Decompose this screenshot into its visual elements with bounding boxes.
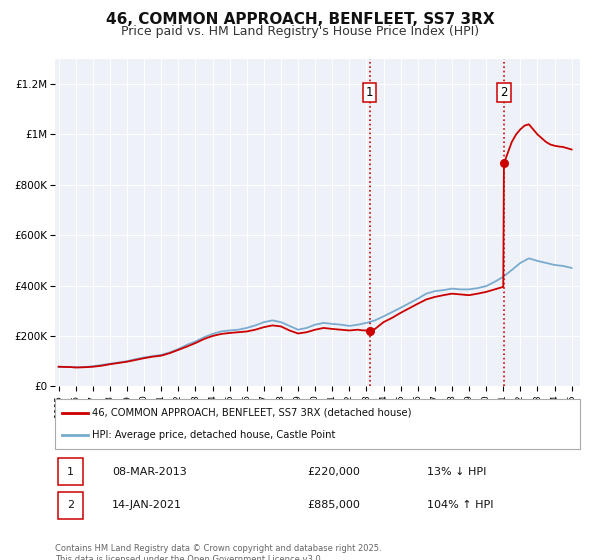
Text: 13% ↓ HPI: 13% ↓ HPI <box>427 466 487 477</box>
Text: 08-MAR-2013: 08-MAR-2013 <box>112 466 187 477</box>
Text: £885,000: £885,000 <box>307 500 360 510</box>
Text: £220,000: £220,000 <box>307 466 360 477</box>
Text: 104% ↑ HPI: 104% ↑ HPI <box>427 500 494 510</box>
Text: 46, COMMON APPROACH, BENFLEET, SS7 3RX: 46, COMMON APPROACH, BENFLEET, SS7 3RX <box>106 12 494 27</box>
Text: Price paid vs. HM Land Registry's House Price Index (HPI): Price paid vs. HM Land Registry's House … <box>121 25 479 38</box>
Text: 2: 2 <box>500 86 508 99</box>
Text: 1: 1 <box>366 86 373 99</box>
Text: 1: 1 <box>67 466 74 477</box>
Text: 46, COMMON APPROACH, BENFLEET, SS7 3RX (detached house): 46, COMMON APPROACH, BENFLEET, SS7 3RX (… <box>92 408 412 418</box>
Text: 14-JAN-2021: 14-JAN-2021 <box>112 500 182 510</box>
Text: HPI: Average price, detached house, Castle Point: HPI: Average price, detached house, Cast… <box>92 430 336 440</box>
Text: 2: 2 <box>67 500 74 510</box>
Text: Contains HM Land Registry data © Crown copyright and database right 2025.
This d: Contains HM Land Registry data © Crown c… <box>55 544 382 560</box>
